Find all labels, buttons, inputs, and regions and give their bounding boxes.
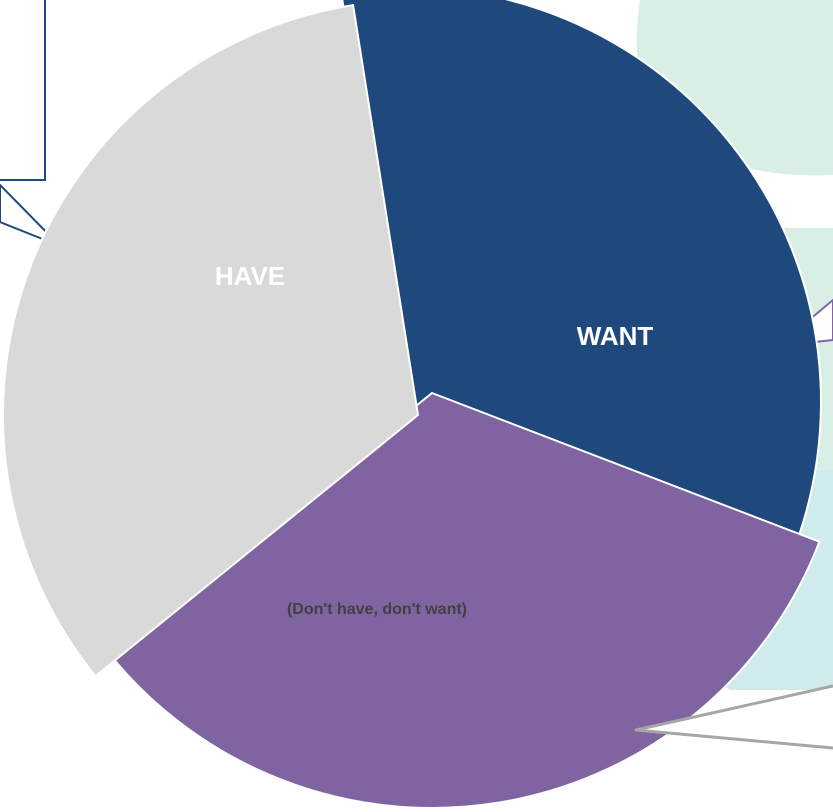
slice-label: WANT — [577, 321, 654, 351]
callout-box-left — [0, 0, 46, 181]
slice-label: HAVE — [215, 261, 285, 291]
pie-slice — [108, 391, 821, 809]
slice-label: (Don't have, don't want) — [287, 601, 467, 618]
leader-line-bottom — [634, 684, 833, 750]
leader-lines — [634, 684, 833, 750]
pie-slice — [2, 3, 420, 678]
callout-pointer-left — [0, 184, 61, 247]
slice-labels: HAVE WANT (Don't have, don't want) — [215, 261, 654, 618]
